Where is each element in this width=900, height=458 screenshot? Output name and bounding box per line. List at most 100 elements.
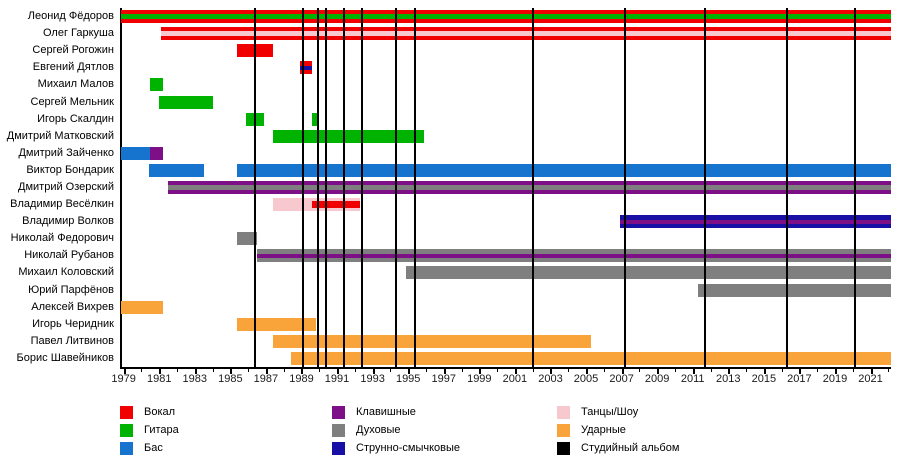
axis-major-tick [301, 369, 304, 374]
member-name-label: Леонид Фёдоров [27, 10, 114, 23]
studio-album-line [302, 8, 305, 367]
axis-minor-tick [212, 369, 214, 372]
axis-major-tick [230, 369, 233, 374]
role-lane-bass [148, 163, 204, 177]
axis-minor-tick [817, 369, 819, 372]
axis-minor-tick [141, 369, 143, 372]
timeline-bar [406, 266, 891, 280]
role-lane-vocal [121, 18, 891, 24]
axis-tick-label: 1995 [395, 373, 421, 385]
timeline-bar [273, 129, 425, 143]
axis-minor-tick [568, 369, 570, 372]
axis-major-tick [123, 369, 126, 374]
axis-minor-tick [710, 369, 712, 372]
legend-column: Вокал Гитара Бас [120, 405, 179, 458]
legend-swatch-album [557, 441, 570, 455]
axis-tick-label: 1993 [360, 373, 385, 385]
member-name-label: Игорь Черидник [32, 317, 114, 330]
axis-major-tick [586, 369, 589, 374]
studio-album-line [853, 8, 856, 367]
role-lane-strings [299, 65, 313, 70]
member-name-label: Алексей Вихрев [31, 300, 114, 313]
legend-item-winds: Духовые [332, 423, 460, 437]
axis-minor-tick [390, 369, 392, 372]
axis-tick-label: 1999 [467, 373, 492, 385]
role-lane-winds [698, 283, 891, 297]
legend-swatch-vocal [120, 405, 133, 419]
role-lane-drums [273, 334, 592, 348]
legend-swatch-strings [332, 441, 345, 455]
axis-minor-tick [425, 369, 427, 372]
studio-album-line [624, 8, 627, 367]
legend-swatch-drums [557, 423, 570, 437]
axis-major-tick [372, 369, 375, 374]
axis-minor-tick [852, 369, 854, 372]
member-name-label: Юрий Парфёнов [28, 283, 114, 296]
role-lane-strings [619, 223, 891, 229]
legend-label-drums: Ударные [581, 424, 626, 436]
legend-column: Танцы/Шоу Ударные Студийный альбом [557, 405, 679, 458]
role-lane-vocal [161, 35, 891, 41]
member-name-label: Павел Литвинов [30, 334, 114, 347]
timeline-bar [237, 163, 891, 177]
member-name-label: Владимир Весёлкин [10, 198, 114, 211]
axis-tick-label: 1985 [218, 373, 243, 385]
role-lane-vocal [299, 61, 313, 66]
member-name-label: Борис Шавейников [16, 351, 114, 364]
axis-major-tick [443, 369, 446, 374]
legend-label-vocal: Вокал [144, 406, 176, 418]
axis-tick-label: 1983 [182, 373, 208, 385]
legend-item-bass: Бас [120, 441, 179, 455]
member-name-label: Виктор Бондарик [26, 163, 114, 176]
timeline-bar [312, 112, 320, 126]
role-lane-strings [619, 215, 891, 220]
axis-tick-label: 2005 [573, 373, 599, 385]
axis-tick-label: 2001 [502, 373, 528, 385]
member-labels-column: Леонид Фёдоров Олег Гаркуша Сергей Рогожин… [0, 8, 117, 367]
legend-swatch-guitar [120, 423, 133, 437]
axis-major-tick [870, 369, 873, 374]
timeline-bar [150, 146, 163, 160]
legend-item-dance: Танцы/Шоу [557, 405, 679, 419]
role-lane-drums [121, 300, 163, 314]
role-lane-guitar [273, 129, 425, 143]
member-name-label: Игорь Скалдин [37, 112, 114, 125]
y-axis-spine [120, 8, 122, 369]
member-name-label: Сергей Рогожин [32, 44, 114, 57]
axis-minor-tick [746, 369, 748, 372]
axis-minor-tick [603, 369, 605, 372]
timeline-bar [237, 232, 258, 246]
role-lane-vocal [121, 10, 891, 15]
role-lane-keys [168, 181, 891, 186]
axis-tick-label: 2021 [858, 373, 883, 385]
role-lane-vocal [161, 27, 891, 32]
legend-item-album: Студийный альбом [557, 441, 679, 455]
role-lane-winds [406, 266, 891, 280]
member-name-label: Николай Рубанов [24, 249, 114, 262]
legend-label-bass: Бас [144, 442, 163, 454]
legend-swatch-keys [332, 405, 345, 419]
legend-item-drums: Ударные [557, 423, 679, 437]
role-lane-guitar [312, 112, 320, 126]
legend-swatch-dance [557, 405, 570, 419]
axis-tick-label: 1997 [431, 373, 456, 385]
member-name-label: Дмитрий Зайченко [18, 146, 114, 159]
member-name-label: Дмитрий Матковский [6, 129, 114, 142]
legend-label-album: Студийный альбом [581, 442, 680, 454]
axis-minor-tick [781, 369, 783, 372]
role-lane-winds [168, 185, 891, 190]
axis-minor-tick [639, 369, 641, 372]
studio-album-line [785, 8, 788, 367]
axis-major-tick [514, 369, 517, 374]
role-lane-keys [168, 189, 891, 194]
studio-album-line [254, 8, 257, 367]
role-lane-dance [161, 31, 891, 36]
studio-album-line [316, 8, 319, 367]
axis-major-tick [550, 369, 553, 374]
timeline-bar [161, 27, 891, 41]
role-lane-bass [121, 146, 151, 160]
axis-tick-label: 2003 [538, 373, 563, 385]
axis-major-tick [337, 369, 340, 374]
studio-album-line [325, 8, 328, 367]
